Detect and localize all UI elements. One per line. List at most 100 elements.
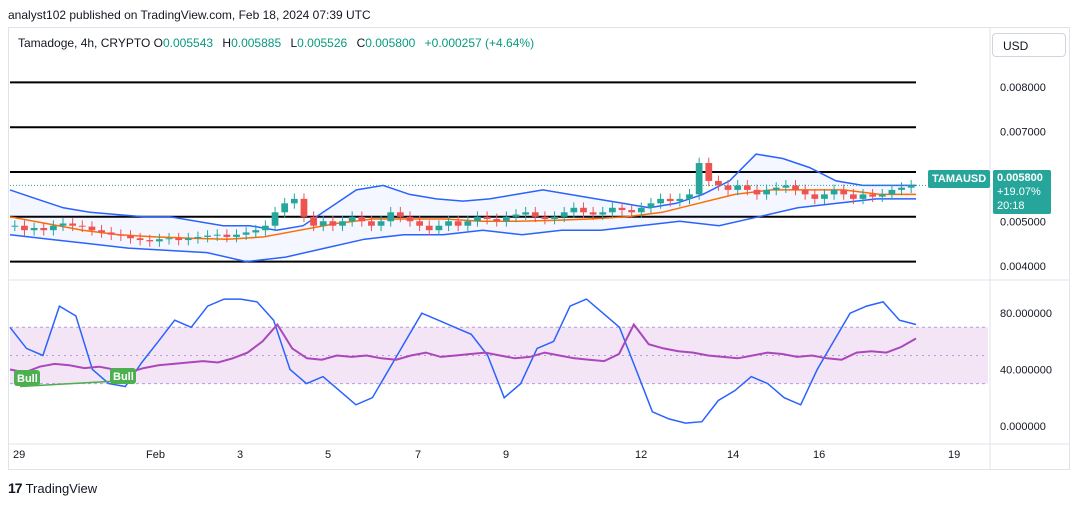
bar-countdown: 20:18 — [997, 200, 1025, 212]
price-axis-tick-4: 0.004000 — [1000, 261, 1046, 273]
publisher-line: analyst102 published on TradingView.com,… — [8, 8, 371, 22]
time-axis-tick-9: 19 — [948, 449, 960, 461]
candle-body — [49, 225, 57, 231]
candle-body — [242, 232, 250, 235]
change-value: +0.000257 (+4.64%) — [424, 36, 535, 50]
candle-body — [281, 203, 289, 213]
candle-body — [204, 235, 211, 237]
candle-body — [589, 212, 597, 215]
candle-body — [743, 185, 751, 190]
candle-body — [676, 198, 684, 202]
candle-body — [69, 223, 77, 226]
candle-body — [368, 221, 375, 226]
time-axis-tick-2: 3 — [237, 449, 243, 461]
candle-body — [339, 221, 346, 226]
bull-label-box-0 — [14, 370, 40, 386]
price-axis-tick-1: 0.007000 — [1000, 127, 1046, 139]
candle-body — [512, 214, 520, 217]
price-axis-tick-3: 0.005000 — [1000, 216, 1046, 228]
candle-body — [830, 189, 838, 195]
candle-body — [416, 221, 424, 226]
candle-body — [262, 225, 269, 231]
candle-body — [763, 189, 770, 195]
candle-body — [570, 207, 578, 213]
time-axis-tick-1: Feb — [146, 449, 165, 461]
candle-body — [695, 163, 703, 195]
candle-body — [907, 185, 915, 188]
candle-body — [551, 216, 558, 220]
candle-body — [637, 207, 645, 213]
candle-body — [310, 216, 317, 226]
candle-body — [165, 238, 173, 240]
candle-body — [531, 212, 539, 217]
candle-body — [127, 235, 134, 239]
candle-body — [724, 185, 732, 190]
candle-body — [435, 225, 443, 231]
low-label: L — [290, 36, 298, 50]
candle-body — [252, 230, 260, 233]
candle-body — [599, 212, 607, 215]
candle-body — [40, 227, 48, 231]
candle-body — [898, 187, 905, 190]
bull-label-text-1: Bull — [113, 371, 134, 383]
candle-body — [849, 194, 857, 199]
candle-body — [464, 221, 472, 226]
candle-body — [859, 194, 867, 199]
time-axis-tick-4: 7 — [415, 449, 421, 461]
bull-label-box-1 — [110, 368, 136, 384]
candle-body — [194, 236, 202, 239]
bull-label-text-0: Bull — [17, 373, 38, 385]
footer-brand-label: TradingView — [25, 480, 98, 496]
candle-body — [136, 238, 144, 241]
candle-body — [406, 216, 414, 222]
candle-body — [666, 198, 674, 202]
candle-body — [213, 234, 221, 236]
candle-body — [271, 212, 279, 226]
candle-body — [175, 238, 183, 241]
symbol-line: Tamadoge, 4h, CRYPTO — [18, 36, 151, 50]
candle-body — [184, 238, 192, 241]
candle-body — [233, 234, 240, 237]
candle-body — [348, 216, 356, 222]
candle-body — [300, 198, 308, 217]
currency-selector[interactable]: USD — [992, 33, 1066, 57]
ohlc-legend: Tamadoge, 4h, CRYPTO O0.005543 H0.005885… — [18, 36, 540, 50]
rsi-axis-tick-0: 80.000000 — [1000, 308, 1052, 320]
candle-body — [618, 207, 626, 211]
close-value: 0.005800 — [365, 36, 416, 50]
rsi-line — [9, 322, 917, 374]
candle-body — [223, 234, 231, 237]
candle-body — [840, 189, 848, 195]
candle-body — [483, 216, 491, 220]
candle-body — [30, 227, 38, 231]
bollinger-upper — [9, 153, 916, 231]
candle-body — [772, 187, 780, 190]
open-value: 0.005543 — [162, 36, 214, 50]
candle-body — [821, 194, 828, 199]
chart-frame — [8, 27, 1070, 470]
candle-body — [580, 207, 587, 213]
candle-body — [21, 225, 28, 231]
last-price-tag: 0.005800 +19.07% 20:18 — [993, 170, 1051, 214]
candle-body — [801, 189, 809, 195]
time-axis-tick-3: 5 — [325, 449, 331, 461]
time-axis-tick-5: 9 — [503, 449, 509, 461]
close-label: C — [356, 36, 366, 50]
candle-body — [493, 219, 501, 222]
candle-body — [628, 210, 636, 213]
candle-body — [117, 234, 125, 236]
time-axis-tick-8: 16 — [813, 449, 825, 461]
candle-body — [425, 225, 433, 231]
candle-body — [377, 221, 385, 226]
candle-body — [502, 216, 510, 222]
candle-body — [156, 239, 163, 242]
candle-body — [78, 225, 86, 227]
candle-body — [869, 194, 877, 197]
candle-body — [387, 212, 395, 222]
candle-body — [686, 194, 693, 199]
footer-brand[interactable]: 17 TradingView — [8, 480, 97, 496]
time-axis-tick-7: 14 — [727, 449, 739, 461]
change-percent: +19.07% — [997, 186, 1041, 198]
tradingview-logo-icon: 17 — [8, 480, 23, 496]
